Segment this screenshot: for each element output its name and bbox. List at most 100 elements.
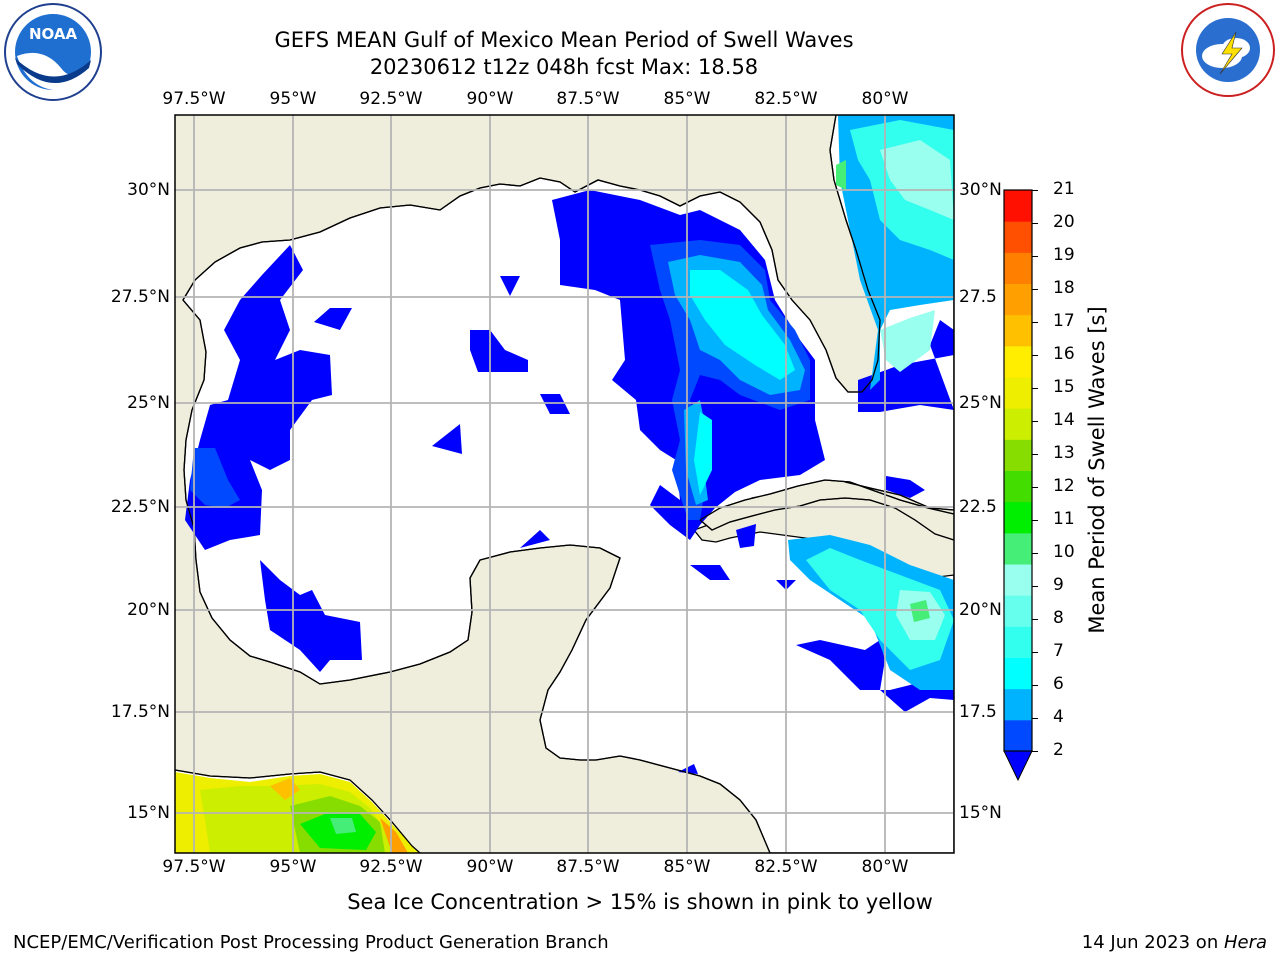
lon-label-bottom: 97.5°W: [162, 857, 226, 877]
colorbar-tick-mark: [1032, 718, 1038, 719]
colorbar-segment: [1004, 377, 1032, 409]
colorbar-tick-label: 11: [1053, 509, 1075, 529]
lon-label-top: 85°W: [663, 89, 711, 109]
colorbar-tick-mark: [1032, 322, 1038, 323]
colorbar-tick-label: 4: [1053, 707, 1064, 727]
colorbar-tick-mark: [1032, 553, 1038, 554]
colorbar-tick-mark: [1032, 190, 1038, 191]
lon-label-bottom: 82.5°W: [754, 857, 818, 877]
graticule: [175, 115, 954, 853]
colorbar-segment: [1004, 719, 1032, 752]
colorbar-segment: [1004, 532, 1032, 565]
footer-branch: NCEP/EMC/Verification Post Processing Pr…: [13, 932, 609, 953]
lat-label-right: 20°N: [959, 600, 1002, 620]
lon-label-bottom: 85°W: [663, 857, 711, 877]
colorbar-tick-mark: [1032, 421, 1038, 422]
colorbar-segment: [1004, 501, 1032, 534]
colorbar-tick-label: 19: [1053, 245, 1075, 265]
colorbar-underflow-triangle: [1003, 750, 1033, 782]
colorbar-tick-label: 7: [1053, 641, 1064, 661]
colorbar-tick-mark: [1032, 388, 1038, 389]
noaa-logo: NOAA: [4, 3, 102, 101]
footer-host: Hera: [1223, 932, 1267, 953]
colorbar-tick-label: 17: [1053, 311, 1075, 331]
lon-label-bottom: 90°W: [466, 857, 514, 877]
colorbar-segment: [1004, 439, 1032, 471]
lat-label-right: 17.5: [959, 702, 997, 722]
colorbar-label: Mean Period of Swell Waves [s]: [1085, 306, 1109, 634]
lon-label-top: 87.5°W: [556, 89, 620, 109]
lat-label-right: 22.5: [959, 497, 997, 517]
footer-date-text: 14 Jun 2023 on: [1081, 932, 1224, 953]
colorbar-segment: [1004, 283, 1032, 316]
lat-label-left: 27.5°N: [110, 287, 170, 307]
colorbar-segment: [1004, 564, 1032, 596]
colorbar-tick-label: 15: [1053, 377, 1075, 397]
colorbar-tick-mark: [1032, 520, 1038, 521]
lat-label-left: 15°N: [127, 803, 170, 823]
swell-contours: [175, 115, 954, 853]
colorbar-tick-mark: [1032, 652, 1038, 653]
colorbar-tick-mark: [1032, 487, 1038, 488]
colorbar-tick-label: 6: [1053, 674, 1064, 694]
colorbar: [1003, 189, 1033, 782]
lon-label-bottom: 87.5°W: [556, 857, 620, 877]
colorbar-tick-mark: [1032, 619, 1038, 620]
lon-label-top: 97.5°W: [162, 89, 226, 109]
colorbar-segment: [1004, 688, 1032, 721]
colorbar-segment: [1004, 626, 1032, 658]
nws-logo: [1181, 3, 1275, 97]
lon-label-top: 95°W: [269, 89, 317, 109]
colorbar-segment: [1004, 595, 1032, 627]
lon-label-bottom: 92.5°W: [359, 857, 423, 877]
map-frame: [174, 114, 955, 854]
lat-label-left: 30°N: [127, 180, 170, 200]
sea-ice-caption: Sea Ice Concentration > 15% is shown in …: [347, 890, 933, 914]
lat-label-right: 30°N: [959, 180, 1002, 200]
lon-label-top: 90°W: [466, 89, 514, 109]
colorbar-tick-mark: [1032, 685, 1038, 686]
lon-label-bottom: 80°W: [861, 857, 909, 877]
footer-date: 14 Jun 2023 on Hera: [1082, 932, 1267, 953]
colorbar-segment: [1004, 252, 1032, 284]
noaa-logo-text: NOAA: [29, 25, 78, 43]
coastline: [182, 115, 881, 393]
colorbar-tick-mark: [1032, 355, 1038, 356]
map-subtitle: 20230612 t12z 048h fcst Max: 18.58: [369, 55, 759, 79]
lat-label-right: 15°N: [959, 803, 1002, 823]
lon-label-bottom: 95°W: [269, 857, 317, 877]
colorbar-segment: [1004, 345, 1032, 378]
lat-label-left: 25°N: [127, 393, 170, 413]
lat-label-left: 22.5°N: [110, 497, 170, 517]
colorbar-tick-label: 18: [1053, 278, 1075, 298]
colorbar-tick-mark: [1032, 454, 1038, 455]
colorbar-segment: [1004, 657, 1032, 690]
colorbar-tick-label: 9: [1053, 575, 1064, 595]
colorbar-tick-label: 21: [1053, 179, 1075, 199]
colorbar-tick-label: 14: [1053, 410, 1075, 430]
colorbar-tick-label: 10: [1053, 542, 1075, 562]
colorbar-tick-mark: [1032, 256, 1038, 257]
lat-label-left: 20°N: [127, 600, 170, 620]
colorbar-segment: [1004, 470, 1032, 503]
colorbar-tick-mark: [1032, 751, 1038, 752]
lat-label-left: 17.5°N: [110, 702, 170, 722]
colorbar-tick-label: 8: [1053, 608, 1064, 628]
colorbar-tick-label: 12: [1053, 476, 1075, 496]
colorbar-tick-mark: [1032, 223, 1038, 224]
lon-label-top: 80°W: [861, 89, 909, 109]
lat-label-right: 27.5: [959, 287, 997, 307]
colorbar-segment: [1004, 221, 1032, 253]
lon-label-top: 92.5°W: [359, 89, 423, 109]
colorbar-segment: [1004, 408, 1032, 440]
colorbar-tick-label: 2: [1053, 740, 1064, 760]
colorbar-tick-mark: [1032, 289, 1038, 290]
colorbar-tick-label: 16: [1053, 344, 1075, 364]
colorbar-tick-label: 13: [1053, 443, 1075, 463]
colorbar-segment: [1004, 314, 1032, 347]
colorbar-tick-mark: [1032, 586, 1038, 587]
map-title: GEFS MEAN Gulf of Mexico Mean Period of …: [274, 28, 854, 52]
colorbar-tick-label: 20: [1053, 212, 1075, 232]
lat-label-right: 25°N: [959, 393, 1002, 413]
